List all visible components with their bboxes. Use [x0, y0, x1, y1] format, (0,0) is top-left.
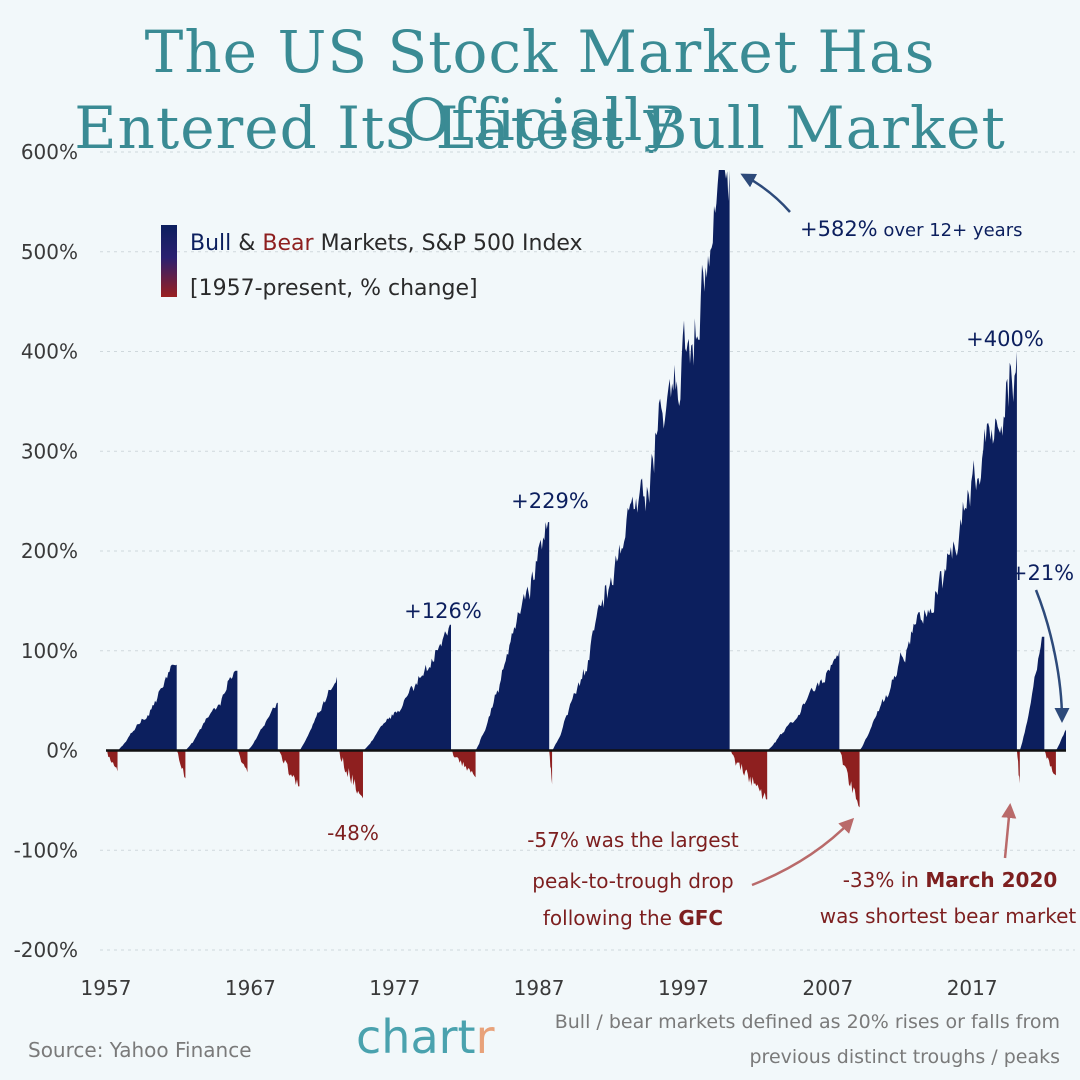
annotation-gfc-bold: GFC: [678, 906, 723, 930]
x-tick-label: 1997: [658, 976, 709, 1000]
y-tick-label: 0%: [46, 739, 78, 763]
legend-title: Bull & Bear Markets, S&P 500 Index: [190, 231, 583, 256]
arrow-21: [1034, 589, 1070, 723]
annotation-21: +21%: [1010, 561, 1074, 585]
bear-market-area: [336, 750, 363, 799]
y-tick-label: 100%: [21, 639, 78, 663]
y-tick-label: 400%: [21, 340, 78, 364]
bear-market-area: [237, 750, 248, 773]
chart-title-line-1: The US Stock Market Has Officially: [144, 18, 936, 154]
bull-market-area: [362, 624, 452, 751]
data-series: [106, 170, 1066, 808]
bear-market-area: [1044, 750, 1056, 776]
bull-market-area: [185, 670, 238, 751]
definition-note-line-1: Bull / bear markets defined as 20% rises…: [554, 1011, 1060, 1033]
annotation-gfc-pre: following the: [543, 906, 678, 930]
bull-market-area: [767, 649, 840, 751]
annotation-400: +400%: [966, 327, 1044, 351]
bear-market-area: [451, 750, 476, 778]
bear-market-area: [549, 750, 553, 785]
annotation-48: -48%: [327, 821, 379, 845]
legend-bull-word: Bull: [190, 231, 231, 256]
annotation-covid-line1: -33% in March 2020: [843, 868, 1058, 892]
bear-market-area: [839, 750, 860, 808]
legend-bear-word: Bear: [262, 231, 314, 256]
bear-market-area: [277, 750, 300, 787]
bear-market-area: [1016, 750, 1020, 784]
x-tick-label: 1977: [369, 976, 420, 1000]
x-tick-label: 2017: [947, 976, 998, 1000]
x-tick-label: 1987: [514, 976, 565, 1000]
x-tick-label: 1957: [81, 976, 132, 1000]
y-tick-label: 600%: [21, 140, 78, 164]
y-tick-label: 500%: [21, 240, 78, 264]
bear-market-area: [176, 750, 186, 779]
annotation-gfc-rest: was the largest: [579, 828, 739, 852]
y-axis-ticks: 600% 500% 400% 300% 200% 100% 0% -100% -200%: [14, 140, 78, 962]
legend-swatch: [161, 225, 177, 297]
annotation-covid-line2: was shortest bear market: [820, 904, 1077, 928]
bear-market-area: [729, 750, 768, 800]
bear-market-area: [106, 750, 118, 772]
brand-accent: r: [475, 1010, 495, 1064]
arrow-582: [740, 173, 791, 213]
bull-market-area: [1055, 729, 1066, 751]
source-note: Source: Yahoo Finance: [28, 1038, 252, 1062]
annotation-covid-mid: in: [894, 868, 925, 892]
legend-subtitle: [1957-present, % change]: [190, 276, 478, 301]
annotation-covid-bold: March 2020: [925, 868, 1057, 892]
y-tick-label: 200%: [21, 539, 78, 563]
x-tick-label: 1967: [225, 976, 276, 1000]
legend-amp: &: [231, 231, 262, 256]
annotation-229: +229%: [511, 489, 589, 513]
annotation-covid-pct: -33%: [843, 868, 895, 892]
y-tick-label: -100%: [14, 838, 78, 862]
y-tick-label: 300%: [21, 439, 78, 463]
bull-market-area: [859, 351, 1017, 751]
y-tick-label: -200%: [14, 938, 78, 962]
annotation-582-rest: over 12+ years: [878, 220, 1023, 241]
arrow-gfc: [751, 817, 855, 887]
bull-market-area: [117, 664, 177, 751]
arrow-covid: [1001, 803, 1017, 859]
brand-main: chart: [356, 1010, 476, 1064]
chart-title-line-2: Entered Its Latest Bull Market: [74, 94, 1006, 162]
annotation-gfc-line1: -57% was the largest: [527, 828, 739, 852]
annotation-gfc-pct: -57%: [527, 828, 579, 852]
brand-logo: chartr: [356, 1010, 495, 1064]
x-tick-label: 2007: [802, 976, 853, 1000]
annotation-126: +126%: [404, 599, 482, 623]
annotation-gfc-line2: peak-to-trough drop: [532, 869, 733, 893]
bull-market-area: [1019, 636, 1045, 751]
x-axis-ticks: 1957 1967 1977 1987 1997 2007 2017: [81, 976, 998, 1000]
bull-market-area: [475, 522, 550, 751]
bull-market-area: [299, 676, 337, 751]
annotation-582: +582% over 12+ years: [800, 217, 1022, 241]
legend-rest: Markets, S&P 500 Index: [314, 231, 583, 256]
annotation-582-pct: +582%: [800, 217, 878, 241]
definition-note-line-2: previous distinct troughs / peaks: [749, 1046, 1060, 1068]
annotation-gfc-line3: following the GFC: [543, 906, 723, 930]
bull-market-area: [247, 702, 278, 751]
bull-market-area: [552, 170, 730, 751]
